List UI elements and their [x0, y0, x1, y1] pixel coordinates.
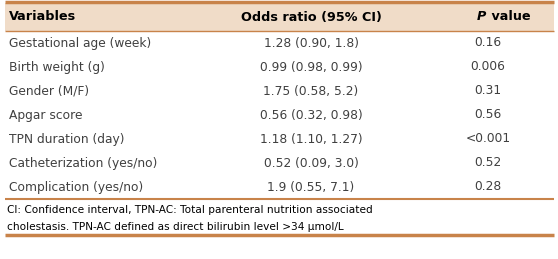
Bar [5, 3, 554, 31]
Text: 0.28: 0.28 [474, 181, 502, 193]
Text: 1.9 (0.55, 7.1): 1.9 (0.55, 7.1) [267, 181, 355, 193]
Text: 1.18 (1.10, 1.27): 1.18 (1.10, 1.27) [260, 133, 362, 146]
Text: cholestasis. TPN-AC defined as direct bilirubin level >34 μmol/L: cholestasis. TPN-AC defined as direct bi… [7, 222, 344, 232]
Text: Complication (yes/no): Complication (yes/no) [9, 181, 143, 193]
Text: Catheterization (yes/no): Catheterization (yes/no) [9, 156, 157, 169]
Text: P: P [477, 11, 486, 24]
Text: value: value [487, 11, 531, 24]
Text: 0.16: 0.16 [474, 37, 502, 49]
Text: Birth weight (g): Birth weight (g) [9, 61, 105, 74]
Text: 0.52: 0.52 [474, 156, 502, 169]
Text: Apgar score: Apgar score [9, 109, 83, 121]
Text: TPN duration (day): TPN duration (day) [9, 133, 124, 146]
Text: CI: Confidence interval, TPN-AC: Total parenteral nutrition associated: CI: Confidence interval, TPN-AC: Total p… [7, 205, 373, 215]
Text: 0.31: 0.31 [474, 84, 502, 97]
Text: 1.75 (0.58, 5.2): 1.75 (0.58, 5.2) [263, 84, 359, 97]
Text: 0.006: 0.006 [471, 61, 506, 74]
Text: Variables: Variables [9, 11, 76, 24]
Text: Gestational age (week): Gestational age (week) [9, 37, 151, 49]
Text: Gender (M/F): Gender (M/F) [9, 84, 89, 97]
Text: 0.56 (0.32, 0.98): 0.56 (0.32, 0.98) [259, 109, 363, 121]
Text: 0.56: 0.56 [474, 109, 502, 121]
Bar [5, 199, 554, 235]
Bar [5, 31, 554, 199]
Text: 1.28 (0.90, 1.8): 1.28 (0.90, 1.8) [263, 37, 359, 49]
Text: <0.001: <0.001 [465, 133, 511, 146]
Text: 0.52 (0.09, 3.0): 0.52 (0.09, 3.0) [263, 156, 358, 169]
Text: 0.99 (0.98, 0.99): 0.99 (0.98, 0.99) [260, 61, 362, 74]
Text: Odds ratio (95% CI): Odds ratio (95% CI) [240, 11, 382, 24]
